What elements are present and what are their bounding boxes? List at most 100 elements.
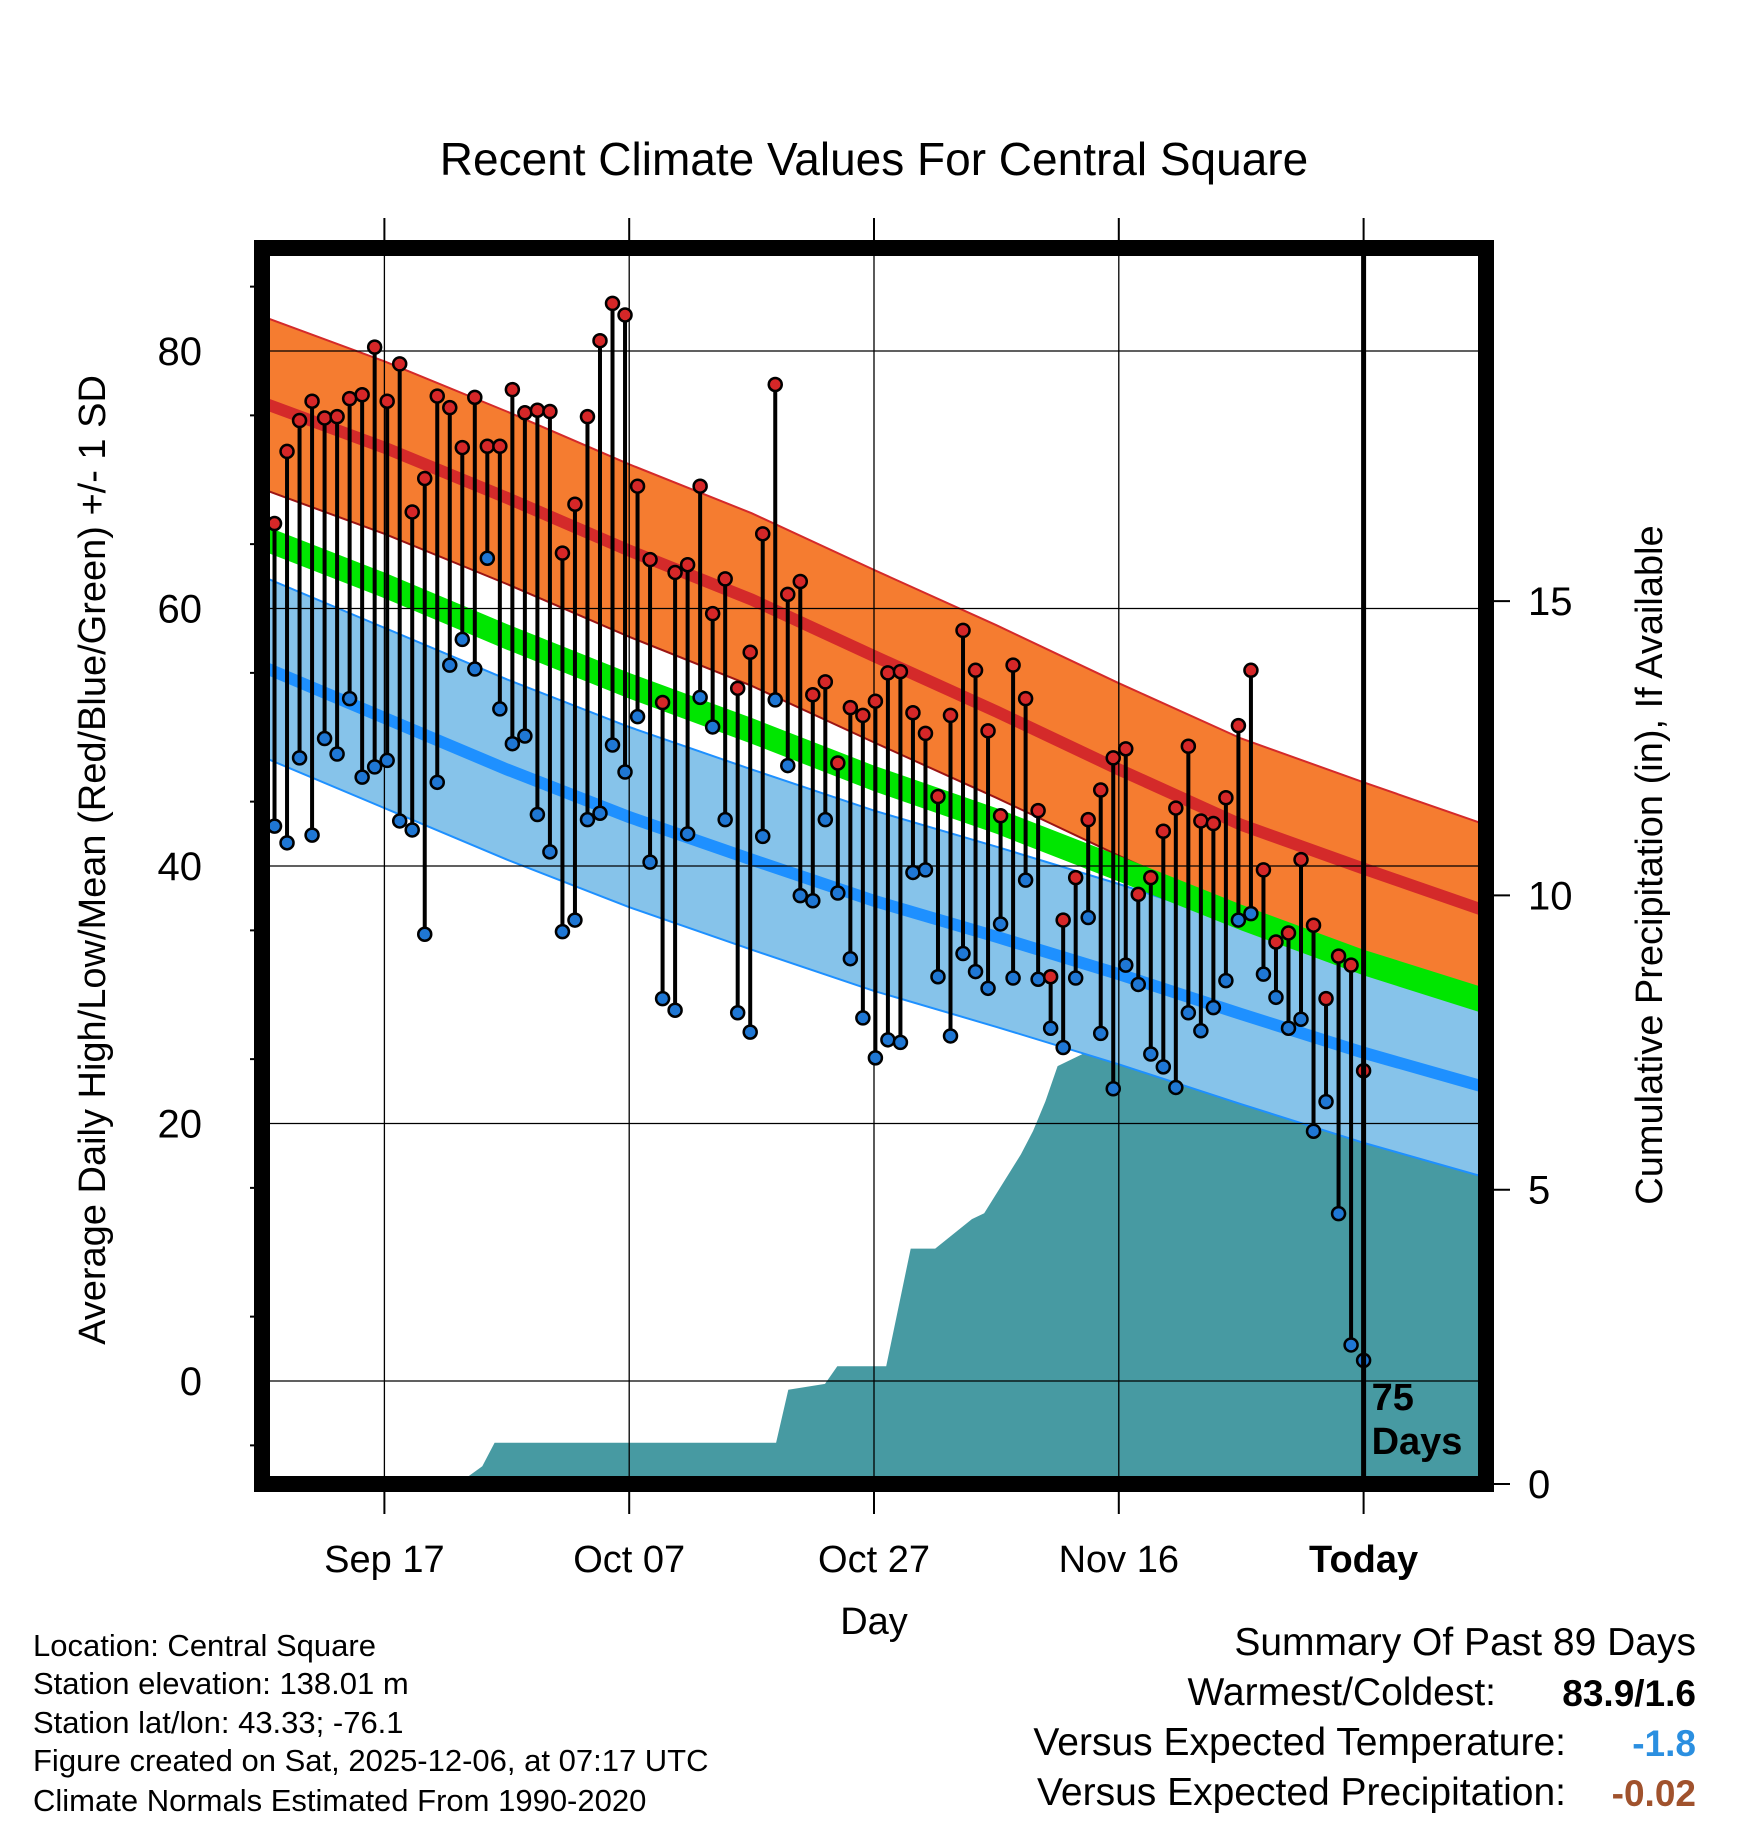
daily-high-point xyxy=(1155,823,1172,839)
daily-high-point xyxy=(517,405,533,421)
daily-high-point xyxy=(1268,934,1284,950)
daily-high-point xyxy=(1280,925,1297,941)
daily-high-point xyxy=(366,339,383,355)
daily-high-point xyxy=(391,356,408,372)
daily-high-point xyxy=(729,680,746,697)
daily-low-point xyxy=(654,990,671,1007)
y-tick-label: 40 xyxy=(158,845,203,889)
daily-low-point xyxy=(1092,1025,1109,1042)
daily-high-point xyxy=(892,663,909,680)
daily-high-point xyxy=(805,687,821,703)
x-tick-label: Nov 16 xyxy=(1059,1539,1179,1581)
daily-low-point xyxy=(379,752,395,769)
daily-low-point xyxy=(717,811,733,828)
daily-high-point xyxy=(692,478,708,494)
y-tick-label: 0 xyxy=(180,1360,202,1404)
daily-low-point xyxy=(1143,1046,1159,1062)
daily-low-point xyxy=(955,945,971,962)
daily-high-point xyxy=(980,723,996,739)
y2-axis-label: Cumulative Precipitation (in), If Availa… xyxy=(1629,525,1671,1204)
daily-high-point xyxy=(1042,968,1059,985)
daily-low-point xyxy=(1067,970,1084,986)
y-tick-label: 80 xyxy=(158,330,203,374)
daily-high-point xyxy=(442,399,458,416)
daily-low-point xyxy=(679,826,696,842)
summary-warm-cold-label: Warmest/Coldest: xyxy=(1187,1671,1496,1714)
daily-high-point xyxy=(454,439,471,456)
daily-high-point xyxy=(329,408,345,425)
daily-high-point xyxy=(1005,657,1021,673)
daily-high-point xyxy=(404,504,420,520)
daily-high-point xyxy=(767,376,783,393)
daily-low-point xyxy=(1280,1020,1297,1036)
y-tick-label: 20 xyxy=(158,1103,203,1147)
daily-low-point xyxy=(1180,1005,1197,1021)
daily-low-point xyxy=(1243,905,1259,922)
daily-high-point xyxy=(341,390,358,407)
daily-low-point xyxy=(604,737,621,753)
daily-low-point xyxy=(992,916,1009,932)
daily-high-point xyxy=(1293,851,1309,868)
daily-high-point xyxy=(1230,717,1247,734)
daily-low-point xyxy=(754,828,771,845)
daily-low-point xyxy=(504,735,521,752)
y2-tick-label: 15 xyxy=(1528,580,1573,624)
x-axis-label: Day xyxy=(840,1601,908,1643)
daily-low-point xyxy=(429,774,446,791)
y2-tick-label: 10 xyxy=(1528,874,1573,918)
daily-high-point xyxy=(1067,869,1084,886)
daily-low-point xyxy=(454,631,471,648)
daily-low-point xyxy=(1305,1123,1322,1139)
daily-high-point xyxy=(842,699,859,716)
daily-high-point xyxy=(467,389,483,406)
daily-low-point xyxy=(667,1002,683,1018)
daily-high-point xyxy=(1318,990,1334,1007)
summary-precip-value: -0.02 xyxy=(1611,1773,1696,1814)
daily-high-point xyxy=(679,556,696,573)
daily-high-point xyxy=(642,551,658,568)
daily-low-point xyxy=(1230,912,1247,928)
daily-high-point xyxy=(792,573,809,590)
daily-low-point xyxy=(1268,989,1284,1006)
daily-high-point xyxy=(1130,886,1147,903)
daily-high-point xyxy=(354,387,370,403)
y2-tick-label: 5 xyxy=(1528,1169,1550,1213)
daily-low-point xyxy=(817,811,834,828)
daily-high-point xyxy=(1218,790,1234,806)
daily-low-point xyxy=(1155,1059,1172,1075)
daily-low-point xyxy=(642,854,658,870)
daily-high-point xyxy=(830,755,846,771)
daily-low-point xyxy=(980,980,996,997)
daily-low-point xyxy=(1118,957,1134,973)
daily-low-point xyxy=(617,764,633,780)
daily-low-point xyxy=(692,689,708,706)
daily-high-point xyxy=(1030,802,1046,819)
daily-high-point xyxy=(1193,813,1209,829)
daily-low-point xyxy=(1343,1337,1359,1353)
today-annotation: 75 xyxy=(1372,1377,1414,1419)
daily-high-point xyxy=(742,644,758,661)
daily-high-point xyxy=(880,665,896,681)
daily-high-point xyxy=(1118,741,1134,757)
daily-low-point xyxy=(805,893,821,909)
daily-high-point xyxy=(479,438,496,455)
daily-high-point xyxy=(704,605,721,622)
daily-low-point xyxy=(1017,872,1034,888)
daily-low-point xyxy=(1255,966,1272,982)
daily-low-point xyxy=(416,926,433,942)
daily-high-point xyxy=(1305,917,1322,933)
x-tick-label: Oct 07 xyxy=(573,1539,685,1581)
daily-high-point xyxy=(1143,869,1159,886)
daily-high-point xyxy=(717,571,733,587)
daily-high-point xyxy=(429,388,446,404)
daily-low-point xyxy=(742,1024,758,1040)
daily-high-point xyxy=(867,693,884,709)
info-created: Figure created on Sat, 2025-12-06, at 07… xyxy=(33,1743,709,1778)
daily-low-point xyxy=(554,923,571,940)
daily-low-point xyxy=(704,719,721,735)
daily-low-point xyxy=(479,550,496,567)
daily-low-point xyxy=(792,887,809,904)
daily-high-point xyxy=(905,705,921,721)
daily-high-point xyxy=(1055,912,1071,928)
